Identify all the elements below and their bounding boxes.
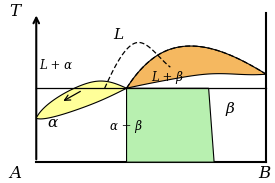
Polygon shape	[126, 46, 266, 88]
Text: T: T	[9, 3, 20, 20]
Text: β: β	[225, 102, 234, 116]
Text: α: α	[47, 116, 57, 130]
Text: A: A	[9, 165, 21, 182]
Text: L + β: L + β	[151, 71, 183, 84]
Polygon shape	[36, 81, 126, 119]
Text: B: B	[258, 165, 270, 182]
Polygon shape	[126, 88, 214, 162]
Text: L: L	[113, 28, 123, 42]
Text: α + β: α + β	[110, 120, 142, 133]
Text: L + α: L + α	[39, 59, 72, 72]
